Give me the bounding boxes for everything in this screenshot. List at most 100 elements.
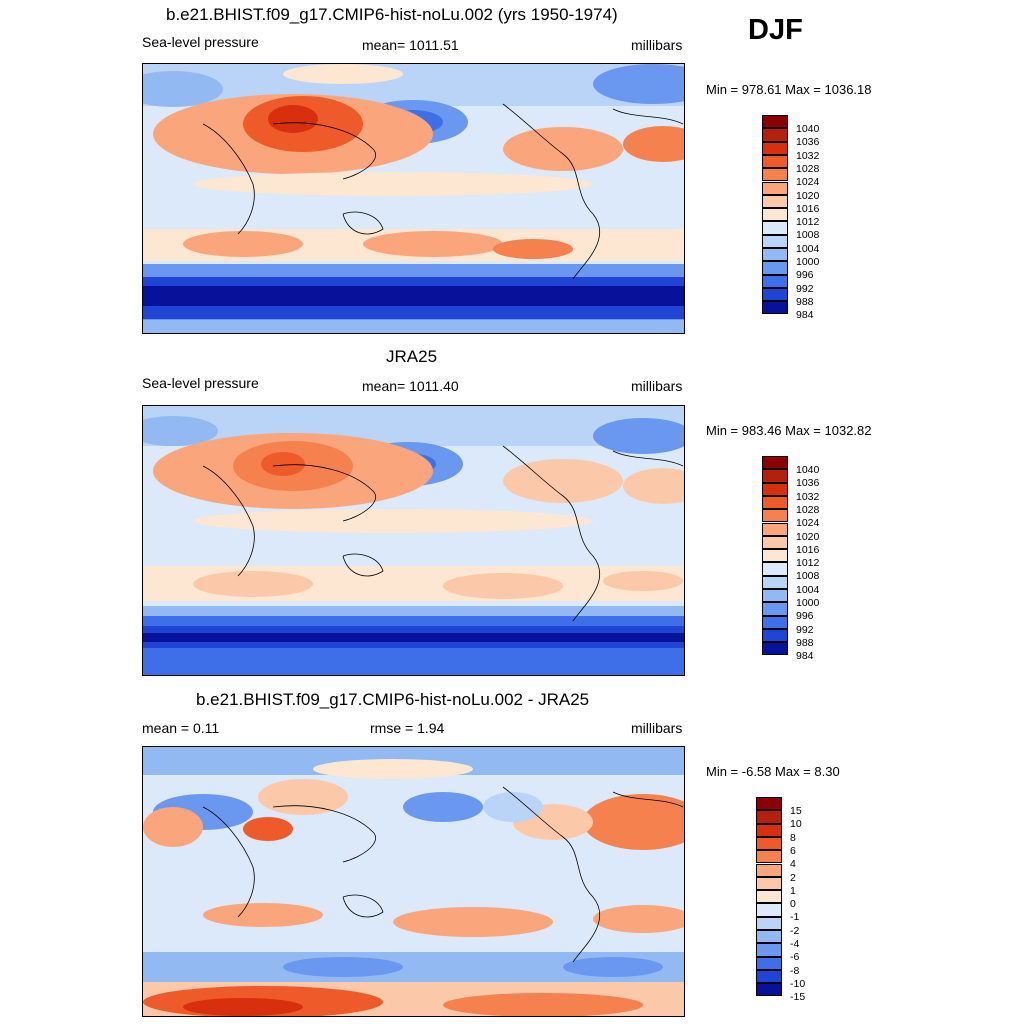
colorbar-label: 0 (790, 898, 796, 911)
colorbar-label: 1036 (796, 136, 820, 149)
panel-3-mean-label: mean = 0.11 (142, 720, 220, 736)
colorbar-swatch (762, 628, 788, 643)
colorbar-label: 1004 (796, 583, 820, 596)
colorbar-swatch (762, 168, 788, 182)
colorbar-swatch (762, 589, 788, 603)
panel-2-title: JRA25 (386, 347, 438, 366)
colorbar-label: 992 (796, 623, 814, 636)
colorbar-swatch (762, 522, 788, 536)
colorbar-label: 10 (790, 818, 802, 831)
colorbar-swatch (756, 943, 782, 957)
colorbar-label: 1028 (796, 162, 820, 175)
colorbar-label: 1032 (796, 490, 820, 503)
colorbar-label: 1016 (796, 202, 820, 215)
colorbar-swatch (756, 810, 782, 824)
colorbar-swatch (756, 876, 782, 891)
colorbar-label: 1016 (796, 543, 820, 556)
colorbar-swatch (762, 535, 788, 550)
colorbar-swatch (762, 115, 788, 129)
panel-3-title: b.e21.BHIST.f09_g17.CMIP6-hist-noLu.002 … (196, 690, 590, 709)
colorbar-label: 1000 (796, 597, 820, 609)
colorbar-label: 1032 (796, 149, 820, 162)
colorbar-label: 1024 (796, 517, 820, 530)
colorbar-label: -15 (790, 991, 806, 1004)
colorbar-swatch (762, 456, 788, 470)
colorbar-label: 1020 (796, 530, 820, 543)
colorbar-label: 1012 (796, 216, 820, 229)
colorbar-label: 996 (796, 610, 814, 623)
panel-1-title: b.e21.BHIST.f09_g17.CMIP6-hist-noLu.002 … (166, 5, 618, 24)
panel-1-units-label: millibars (631, 37, 683, 53)
colorbar-label: 1008 (796, 229, 820, 242)
colorbar-swatch (756, 836, 782, 851)
colorbar-label: 1 (790, 884, 796, 897)
colorbar-label: 15 (790, 805, 802, 817)
colorbar-swatch (762, 642, 788, 656)
colorbar-swatch (756, 823, 782, 837)
colorbar-label: 988 (796, 636, 814, 649)
colorbar-swatch (756, 903, 782, 917)
colorbar-label: 8 (790, 831, 796, 844)
colorbar-swatch (756, 797, 782, 811)
panel-1-variable-label: Sea-level pressure (142, 34, 259, 50)
colorbar-label: 1012 (796, 557, 820, 570)
colorbar-swatch (762, 208, 788, 222)
colorbar-label: -1 (790, 911, 800, 924)
season-label: DJF (748, 14, 803, 46)
colorbar-swatch (756, 930, 782, 944)
colorbar-swatch (756, 969, 782, 984)
colorbar-label: 988 (796, 295, 814, 308)
colorbar-swatch (756, 956, 782, 970)
colorbar-label: -4 (790, 938, 800, 950)
colorbar-swatch (762, 469, 788, 483)
colorbar-label: 1040 (796, 123, 820, 135)
colorbar-label: 1008 (796, 570, 820, 583)
colorbar-label: 2 (790, 871, 796, 884)
panel-2-mean-label: mean= 1011.40 (362, 378, 459, 394)
colorbar-swatch (756, 890, 782, 904)
colorbar-swatch (756, 916, 782, 930)
colorbar-label: 1004 (796, 242, 820, 255)
colorbar-swatch (762, 248, 788, 262)
colorbar-label: -6 (790, 951, 800, 964)
panel-3-rmse-label: rmse = 1.94 (370, 720, 445, 736)
panel-1-mean-label: mean= 1011.51 (362, 37, 459, 53)
colorbar-label: 6 (790, 844, 796, 857)
colorbar-label: 1020 (796, 189, 820, 202)
colorbar-swatch (762, 602, 788, 616)
colorbar-swatch (762, 141, 788, 155)
colorbar-swatch (762, 615, 788, 629)
colorbar-label: 996 (796, 269, 814, 282)
colorbar-label: 992 (796, 282, 814, 295)
colorbar-label: 984 (796, 650, 814, 663)
colorbar-swatch (762, 261, 788, 275)
colorbar-swatch (762, 154, 788, 169)
colorbar-swatch (762, 495, 788, 510)
colorbar-label: 1036 (796, 477, 820, 490)
colorbar-swatch (762, 301, 788, 315)
panel-2-units-label: millibars (631, 378, 683, 394)
colorbar-label: -8 (790, 964, 800, 977)
panel-2-map (142, 405, 685, 676)
panel-2-variable-label: Sea-level pressure (142, 375, 259, 391)
colorbar-label: -10 (790, 977, 806, 990)
colorbar-label: 1000 (796, 256, 820, 268)
colorbar-label: 984 (796, 309, 814, 322)
colorbar-label: 1024 (796, 176, 820, 189)
panel-1-minmax: Min = 978.61 Max = 1036.18 (706, 82, 872, 97)
colorbar-swatch (756, 850, 782, 864)
panel-3-map (142, 746, 685, 1017)
colorbar-label: -2 (790, 924, 800, 937)
colorbar-swatch (756, 983, 782, 997)
colorbar-swatch (762, 181, 788, 195)
colorbar-swatch (762, 482, 788, 496)
colorbar-swatch (762, 128, 788, 142)
colorbar-swatch (762, 194, 788, 209)
colorbar-swatch (762, 221, 788, 235)
colorbar-swatch (762, 549, 788, 563)
colorbar-swatch (762, 234, 788, 248)
colorbar-swatch (762, 562, 788, 576)
colorbar-swatch (756, 863, 782, 877)
colorbar-label: 1028 (796, 503, 820, 516)
colorbar-swatch (762, 274, 788, 288)
